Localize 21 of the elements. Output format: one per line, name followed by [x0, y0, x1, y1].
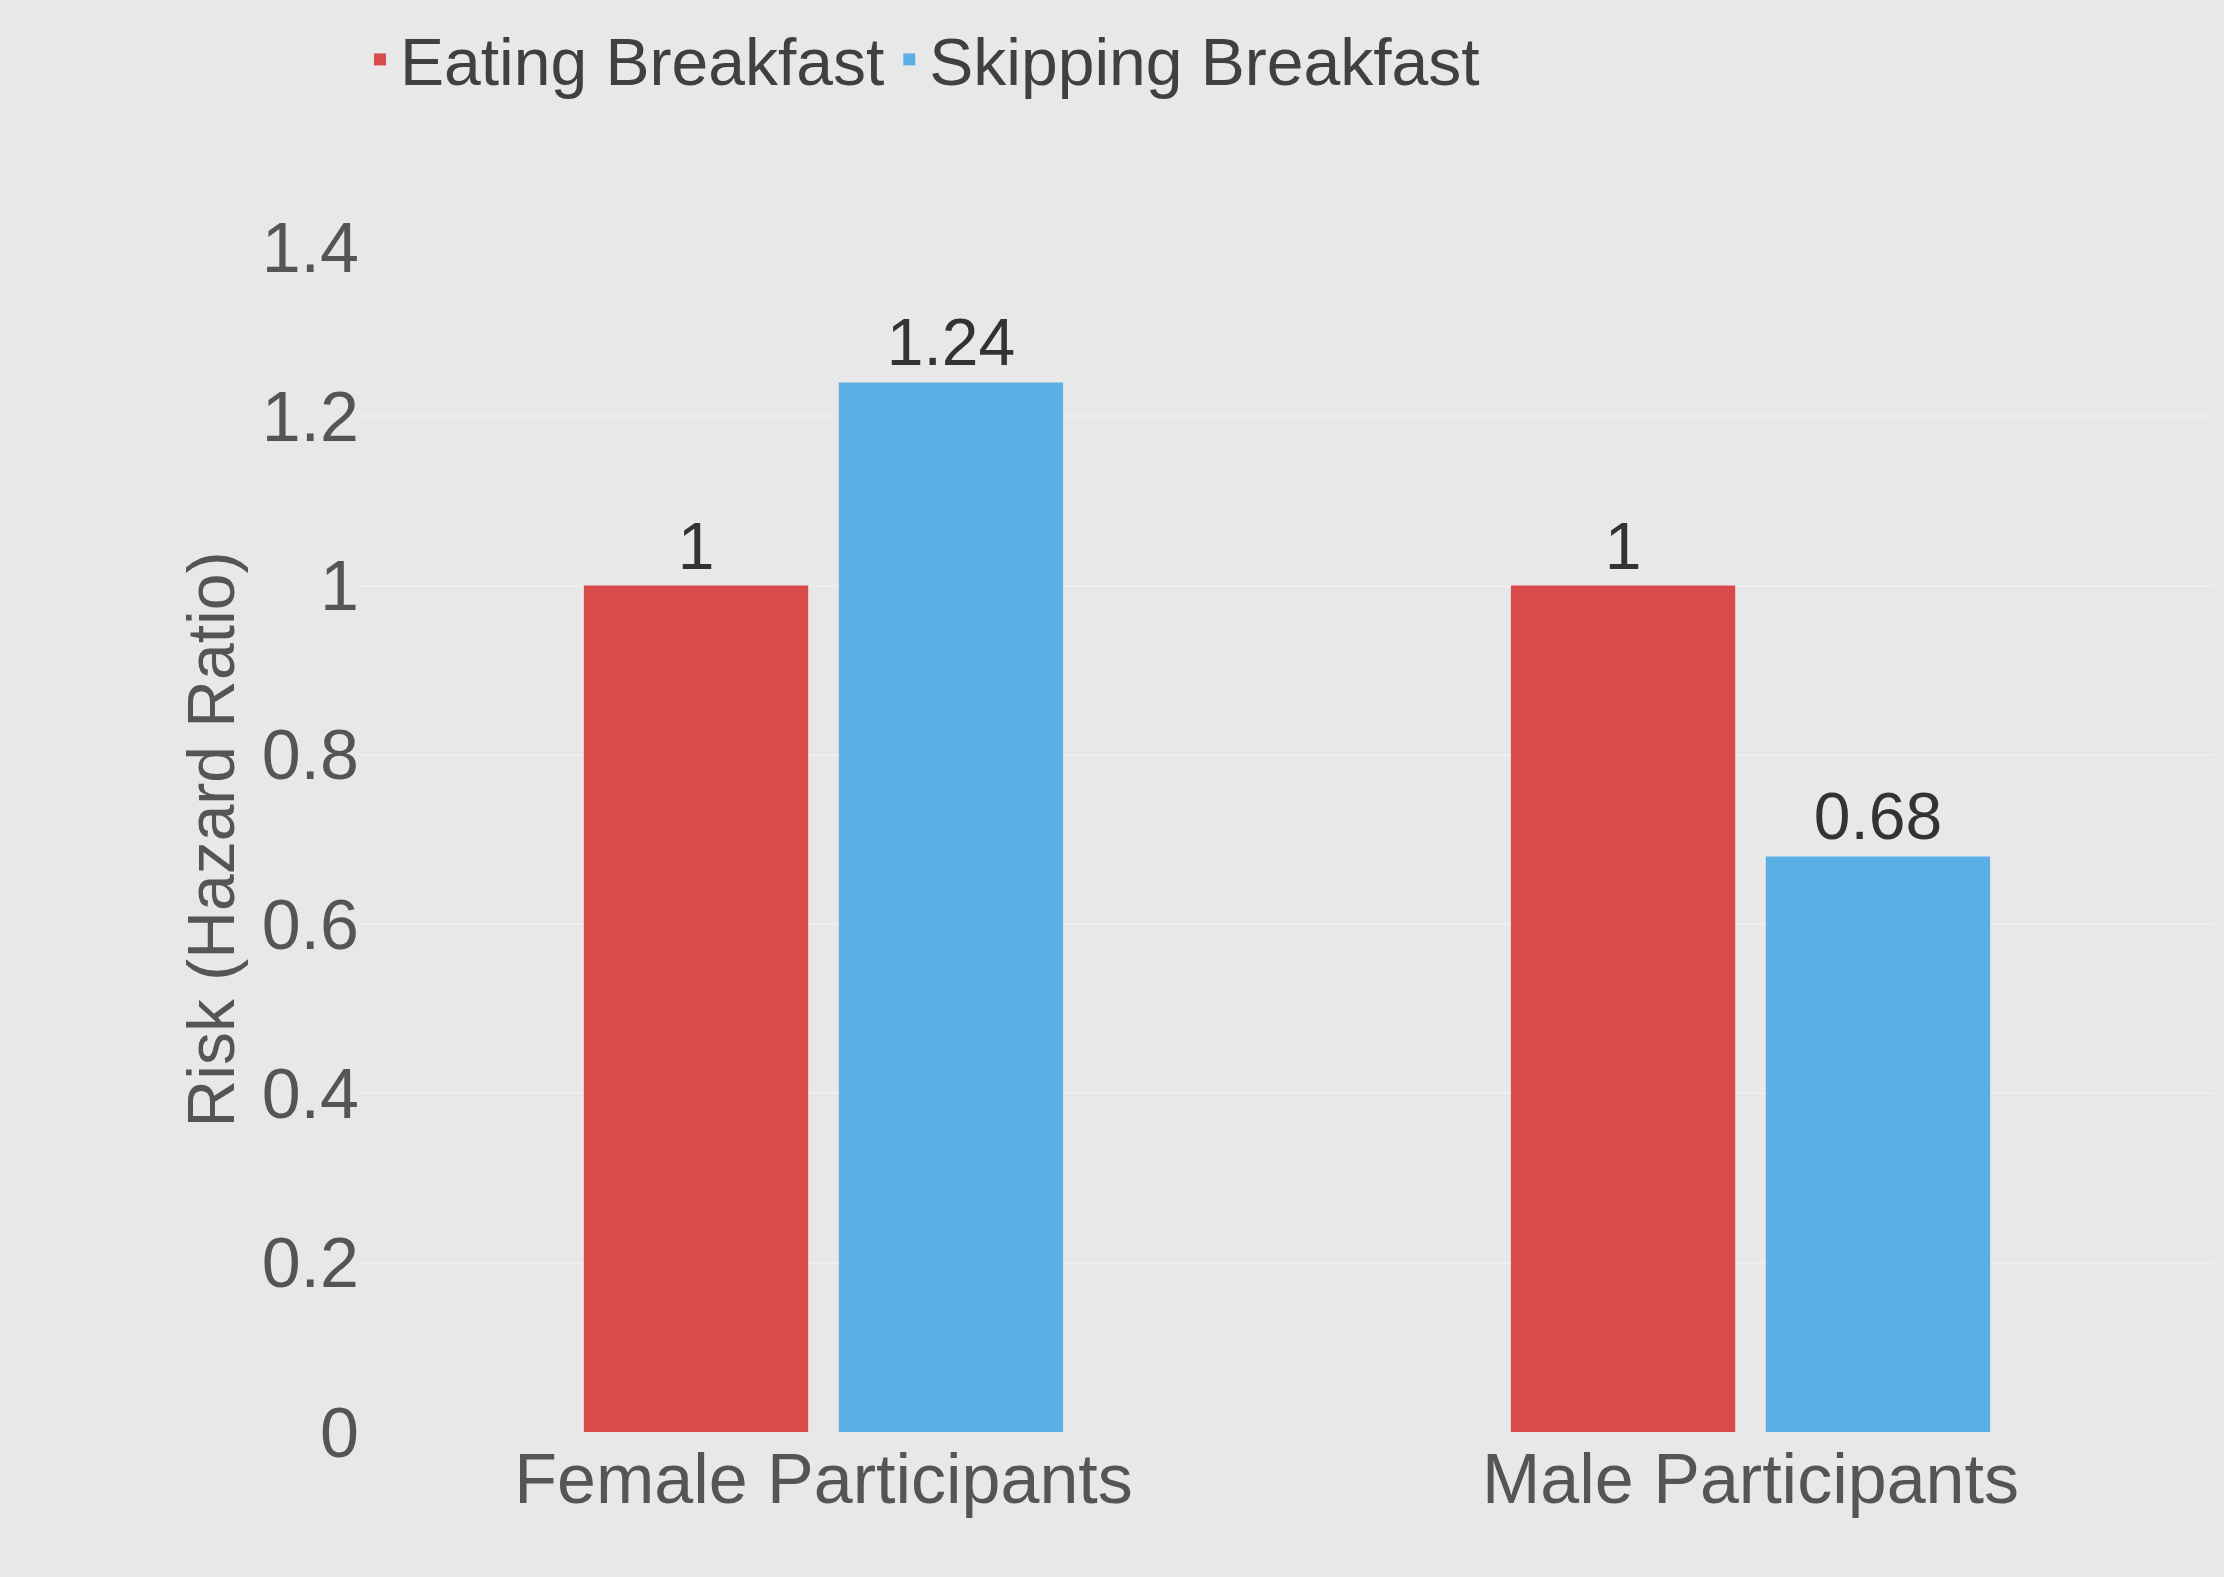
- y-tick-label: 0: [320, 1393, 359, 1472]
- bar: [583, 585, 809, 1432]
- data-label: 0.68: [1813, 779, 1943, 854]
- data-label: 1: [1604, 508, 1642, 583]
- y-axis-title: Risk (Hazard Ratio): [174, 551, 249, 1128]
- y-tick-label: 0.8: [261, 716, 359, 795]
- y-tick-label: 0.2: [261, 1224, 359, 1303]
- y-tick-label: 0.6: [261, 885, 359, 964]
- x-tick-label: Female Participants: [514, 1440, 1133, 1518]
- y-tick-label: 1.4: [261, 208, 359, 287]
- data-label: 1.24: [886, 305, 1016, 380]
- y-tick-label: 0.4: [261, 1054, 359, 1133]
- data-label: 1: [677, 508, 715, 583]
- bar: [838, 382, 1064, 1432]
- y-tick-label: 1: [320, 547, 359, 626]
- legend-label: Eating Breakfast: [400, 25, 885, 100]
- legend-label: Skipping Breakfast: [929, 25, 1480, 100]
- bar: [1510, 585, 1736, 1432]
- bar: [1765, 856, 1991, 1432]
- y-tick-label: 1.2: [261, 377, 359, 456]
- x-tick-label: Male Participants: [1482, 1440, 2019, 1518]
